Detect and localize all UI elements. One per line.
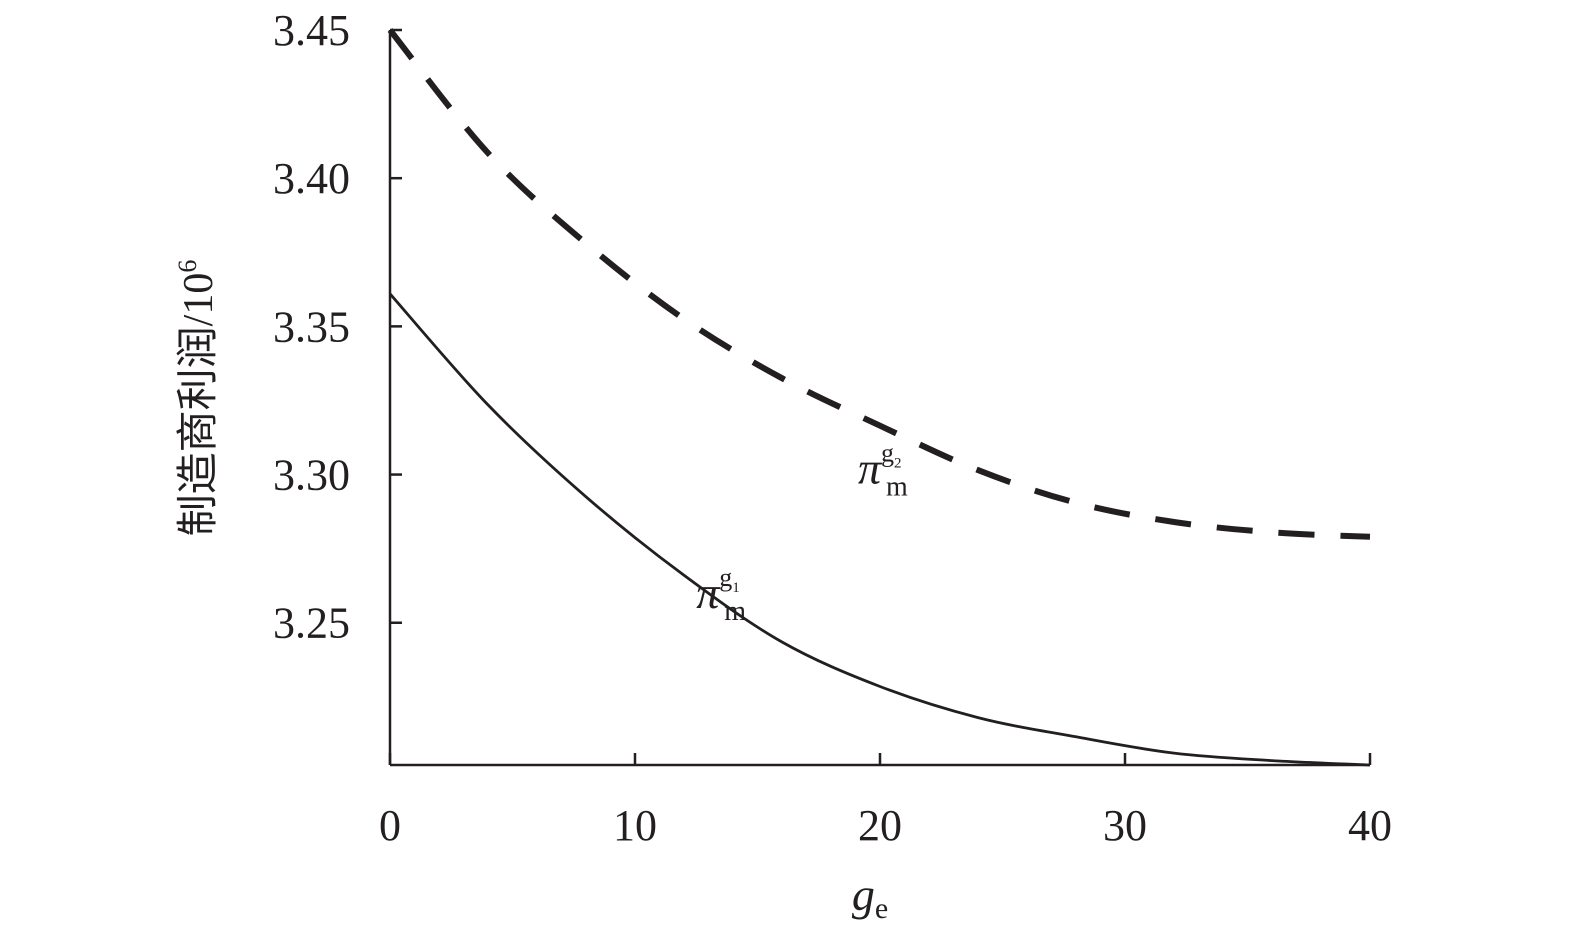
y-tick-label: 3.30 <box>273 451 350 500</box>
series-labels: πg1 m πg2 m <box>696 438 908 626</box>
x-tick-label: 30 <box>1103 801 1147 850</box>
x-axis-title-sub: e <box>875 892 888 925</box>
series-label-2: πg2 m <box>858 438 908 502</box>
x-tick-label: 20 <box>858 801 902 850</box>
x-tick-label: 40 <box>1348 801 1392 850</box>
y-axis-title: 制造商利润/106 <box>173 260 222 537</box>
y-axis-title-sup: 6 <box>173 260 202 273</box>
x-axis-title-main: g <box>852 869 875 920</box>
series-label-1: πg1 m <box>696 563 746 627</box>
x-tick-label: 10 <box>613 801 657 850</box>
y-tick-label: 3.25 <box>273 599 350 648</box>
series-line-2 <box>387 28 1371 540</box>
x-tick-label: 0 <box>379 801 401 850</box>
y-tick-label: 3.45 <box>273 6 350 55</box>
x-axis-ticks: 0 10 20 30 40 <box>379 753 1392 850</box>
y-tick-label: 3.40 <box>273 154 350 203</box>
series-lines <box>387 28 1371 767</box>
y-tick-label: 3.35 <box>273 302 350 351</box>
y-axis-ticks: 3.25 3.30 3.35 3.40 3.45 <box>273 6 402 648</box>
y-axis-title-main: 制造商利润/10 <box>176 273 222 537</box>
series-line-1 <box>388 292 1371 767</box>
x-axis-title: ge <box>852 869 888 925</box>
